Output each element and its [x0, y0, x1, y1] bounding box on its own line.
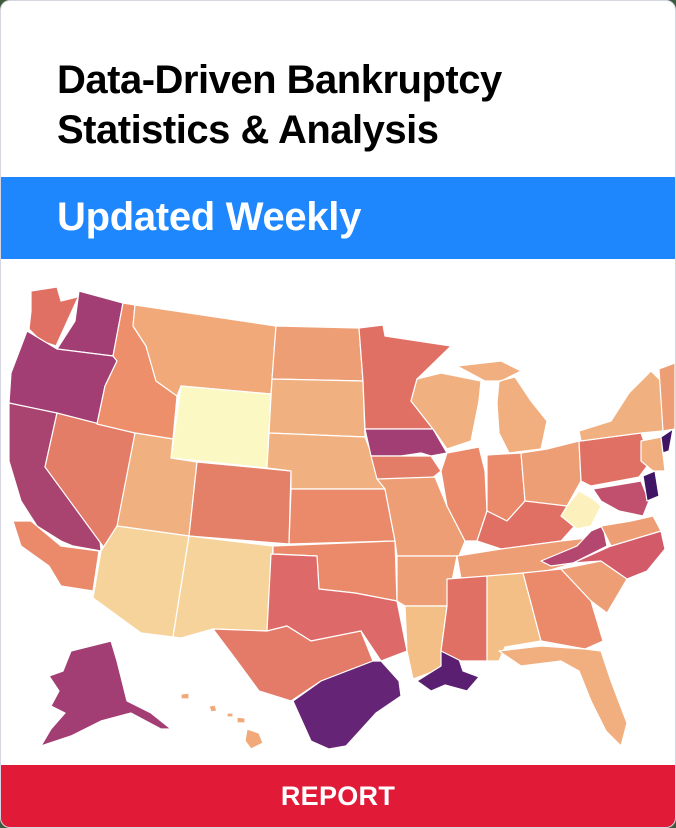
title-line-1: Data-Driven Bankruptcy	[57, 58, 502, 102]
region-delaware[interactable]	[642, 470, 660, 502]
region-alaska[interactable]	[40, 640, 172, 747]
region-arizona[interactable]	[92, 525, 190, 638]
region-wyoming[interactable]	[170, 385, 272, 469]
map-svg	[8, 286, 675, 750]
region-mississippi[interactable]	[440, 575, 490, 662]
report-button[interactable]: REPORT	[1, 765, 675, 827]
banner-text: Updated Weekly	[57, 195, 362, 239]
region-louisiana-east[interactable]	[416, 650, 480, 692]
region-pennsylvania[interactable]	[578, 432, 652, 487]
region-maryland[interactable]	[592, 480, 650, 517]
region-florida[interactable]	[498, 645, 628, 747]
region-virginia-east[interactable]	[600, 515, 662, 547]
region-iowa-north[interactable]	[364, 428, 448, 457]
region-michigan[interactable]	[456, 360, 548, 454]
region-california-south[interactable]	[12, 520, 100, 592]
region-washington-west[interactable]	[28, 286, 82, 347]
region-north-dakota[interactable]	[271, 325, 364, 382]
title-line-2: Statistics & Analysis	[57, 108, 439, 152]
region-new-england[interactable]	[658, 362, 675, 432]
page-title: Data-Driven Bankruptcy Statistics & Anal…	[57, 55, 502, 155]
region-kansas[interactable]	[288, 488, 396, 545]
us-choropleth-map	[1, 259, 675, 764]
region-iowa-south[interactable]	[370, 455, 442, 480]
updated-banner: Updated Weekly	[1, 177, 675, 259]
region-new-mexico[interactable]	[172, 535, 274, 639]
region-new-jersey-north[interactable]	[660, 428, 674, 454]
region-south-dakota[interactable]	[268, 378, 366, 438]
region-wisconsin[interactable]	[410, 372, 482, 450]
region-new-york[interactable]	[578, 370, 664, 442]
region-hawaii[interactable]	[180, 692, 264, 750]
region-texas-south[interactable]	[292, 660, 402, 750]
region-south-carolina[interactable]	[560, 560, 628, 614]
region-colorado[interactable]	[188, 461, 292, 545]
region-west-virginia[interactable]	[560, 490, 602, 530]
region-virginia[interactable]	[540, 525, 608, 567]
region-new-jersey[interactable]	[640, 436, 666, 472]
